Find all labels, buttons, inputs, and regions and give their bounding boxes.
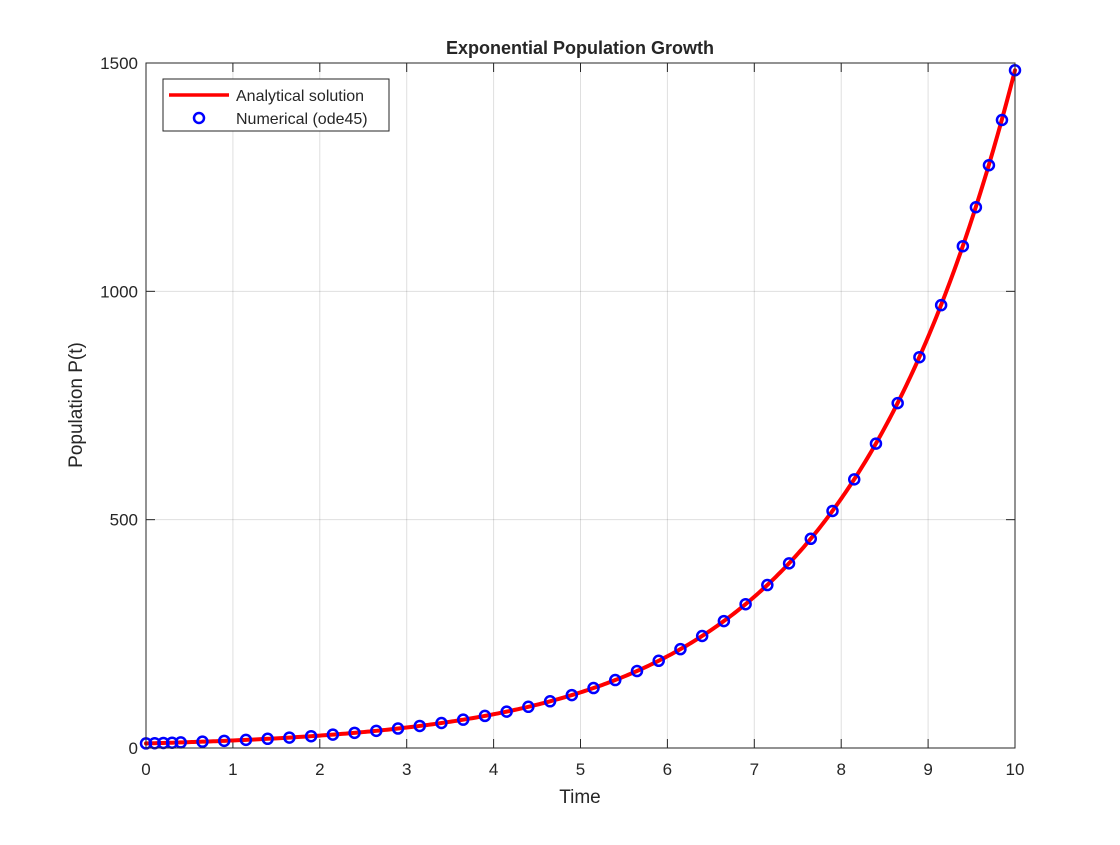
numerical-point — [196, 735, 209, 748]
x-tick-label: 4 — [489, 760, 498, 779]
numerical-point — [782, 557, 796, 570]
numerical-point — [348, 726, 361, 740]
x-tick-label: 8 — [836, 760, 845, 779]
numerical-point — [435, 716, 448, 730]
x-tick-label: 0 — [141, 760, 150, 779]
numerical-point — [304, 729, 318, 743]
numerical-point — [630, 664, 644, 678]
numerical-point — [934, 298, 948, 312]
x-tick-label: 10 — [1006, 760, 1025, 779]
x-tick-label: 5 — [576, 760, 585, 779]
numerical-point — [478, 709, 492, 723]
numerical-point — [174, 736, 188, 749]
numerical-point — [587, 681, 600, 695]
numerical-point — [565, 688, 579, 702]
numerical-point — [261, 732, 274, 746]
numerical-markers — [139, 64, 1022, 750]
numerical-point — [761, 578, 774, 592]
plot-area — [146, 63, 1015, 748]
numerical-point — [413, 719, 426, 733]
numerical-point — [522, 700, 535, 714]
x-tick-label: 6 — [663, 760, 672, 779]
numerical-point — [847, 473, 861, 486]
numerical-point — [913, 350, 926, 364]
y-axis-label: Population P(t) — [66, 342, 87, 468]
numerical-point — [891, 396, 904, 410]
x-tick-label: 1 — [228, 760, 237, 779]
grid — [146, 63, 1015, 748]
numerical-point — [652, 654, 665, 668]
numerical-point — [217, 734, 231, 748]
numerical-point — [609, 673, 622, 687]
numerical-point — [370, 724, 383, 738]
numerical-point — [456, 713, 470, 726]
x-tick-label: 7 — [750, 760, 759, 779]
x-tick-label: 9 — [923, 760, 932, 779]
numerical-point — [982, 159, 996, 172]
numerical-point — [826, 504, 839, 518]
series-layer — [139, 64, 1022, 750]
numerical-point — [717, 614, 731, 628]
x-tick-label: 2 — [315, 760, 324, 779]
chart-title: Exponential Population Growth — [446, 38, 714, 58]
y-tick-label: 1000 — [100, 282, 138, 301]
legend: Analytical solution Numerical (ode45) — [162, 78, 390, 132]
axes-box — [145, 62, 1016, 749]
numerical-point — [869, 437, 883, 450]
x-tick-labels: 0 1 2 3 4 5 6 7 8 9 10 — [141, 760, 1024, 779]
numerical-point — [695, 629, 709, 643]
numerical-point — [739, 597, 752, 611]
x-axis-label: Time — [559, 787, 601, 808]
x-tick-label: 3 — [402, 760, 411, 779]
y-tick-label: 0 — [129, 739, 138, 758]
y-tick-label: 1500 — [100, 54, 138, 73]
numerical-point — [969, 201, 983, 214]
numerical-point — [239, 733, 253, 747]
numerical-point — [956, 239, 970, 253]
numerical-point — [283, 731, 296, 744]
numerical-point — [995, 113, 1009, 127]
numerical-point — [674, 642, 687, 656]
numerical-point — [326, 728, 340, 741]
numerical-point — [500, 705, 513, 718]
numerical-point — [543, 695, 557, 708]
analytical-solution-line — [144, 68, 1017, 746]
legend-marker-swatch — [192, 111, 206, 125]
numerical-point — [804, 532, 818, 546]
y-tick-label: 500 — [110, 511, 138, 530]
numerical-point — [391, 722, 405, 735]
y-tick-labels: 0 500 1000 1500 — [100, 54, 138, 758]
legend-label-analytical: Analytical solution — [236, 88, 364, 105]
legend-label-numerical: Numerical (ode45) — [236, 111, 368, 128]
